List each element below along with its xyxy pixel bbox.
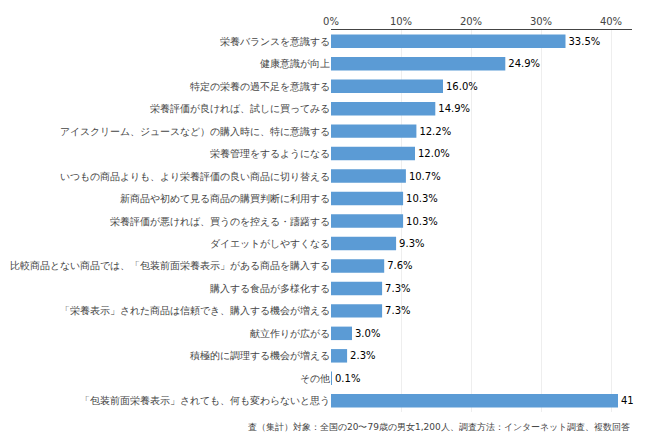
svg-text:いつもの商品よりも、より栄養評価の良い商品に切り替える: いつもの商品よりも、より栄養評価の良い商品に切り替える [60, 171, 330, 182]
svg-text:新商品や初めて見る商品の購買判断に利用する: 新商品や初めて見る商品の購買判断に利用する [120, 193, 330, 204]
svg-text:20%: 20% [460, 16, 482, 27]
svg-text:栄養評価が悪ければ、買うのを控える・躊躇する: 栄養評価が悪ければ、買うのを控える・躊躇する [110, 216, 330, 227]
svg-text:7.3%: 7.3% [385, 283, 410, 294]
svg-text:33.5%: 33.5% [569, 36, 601, 47]
svg-text:栄養管理をするようになる: 栄養管理をするようになる [210, 148, 330, 159]
svg-text:健康意識が向上: 健康意識が向上 [260, 58, 330, 69]
svg-text:9.3%: 9.3% [399, 238, 424, 249]
svg-text:10.7%: 10.7% [409, 171, 441, 182]
svg-text:10.3%: 10.3% [406, 216, 438, 227]
svg-text:購入する食品が多様化する: 購入する食品が多様化する [210, 283, 330, 294]
svg-text:比較商品とない商品では、「包装前面栄養表示」がある商品を購入: 比較商品とない商品では、「包装前面栄養表示」がある商品を購入する [10, 260, 330, 271]
svg-text:栄養バランスを意識する: 栄養バランスを意識する [220, 36, 330, 47]
svg-text:16.0%: 16.0% [446, 81, 478, 92]
svg-text:献立作りが広がる: 献立作りが広がる [250, 328, 330, 339]
svg-text:特定の栄養の過不足を意識する: 特定の栄養の過不足を意識する [190, 81, 330, 92]
svg-text:12.0%: 12.0% [418, 148, 450, 159]
svg-text:アイスクリーム、ジュースなど）の購入時に、特に意識する: アイスクリーム、ジュースなど）の購入時に、特に意識する [60, 126, 330, 137]
svg-text:10.3%: 10.3% [406, 193, 438, 204]
svg-text:「包装前面栄養表示」されても、何も変わらないと思う: 「包装前面栄養表示」されても、何も変わらないと思う [80, 395, 330, 406]
svg-text:査（集計）対象：全国の20〜79歳の男女1,200人、調査方: 査（集計）対象：全国の20〜79歳の男女1,200人、調査方法：インターネット調… [248, 422, 630, 432]
svg-text:0.1%: 0.1% [335, 373, 360, 384]
svg-text:7.3%: 7.3% [385, 305, 410, 316]
svg-text:10%: 10% [390, 16, 412, 27]
svg-text:3.0%: 3.0% [355, 328, 380, 339]
svg-text:「栄養表示」された商品は信頼でき、購入する機会が増える: 「栄養表示」された商品は信頼でき、購入する機会が増える [60, 305, 330, 316]
svg-text:その他: その他 [300, 373, 330, 384]
svg-text:積極的に調理する機会が増える: 積極的に調理する機会が増える [190, 350, 330, 361]
svg-text:41: 41 [621, 395, 634, 406]
svg-text:栄養評価が良ければ、試しに買ってみる: 栄養評価が良ければ、試しに買ってみる [150, 103, 330, 114]
svg-text:24.9%: 24.9% [508, 58, 540, 69]
svg-text:0%: 0% [323, 16, 339, 27]
svg-text:40%: 40% [600, 16, 622, 27]
svg-text:2.3%: 2.3% [350, 350, 375, 361]
svg-text:ダイエットがしやすくなる: ダイエットがしやすくなる [210, 238, 330, 249]
svg-text:7.6%: 7.6% [387, 260, 412, 271]
svg-text:12.2%: 12.2% [419, 126, 451, 137]
svg-text:30%: 30% [530, 16, 552, 27]
svg-text:14.9%: 14.9% [438, 103, 470, 114]
